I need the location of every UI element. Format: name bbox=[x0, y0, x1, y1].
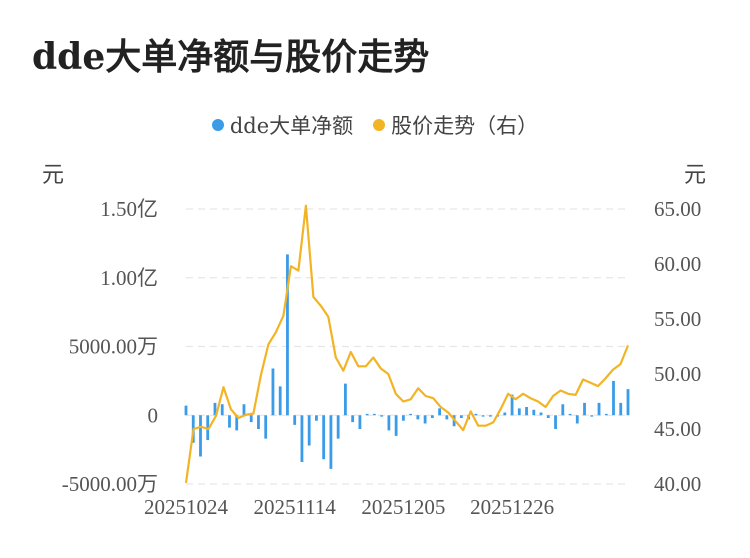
bar-dde[interactable] bbox=[554, 415, 557, 429]
bar-dde[interactable] bbox=[619, 402, 623, 416]
legend-label-price: 股价走势（右） bbox=[391, 114, 539, 138]
line-price[interactable] bbox=[184, 204, 630, 484]
bar-dde[interactable] bbox=[199, 415, 202, 457]
legend-label-dde: dde大单净额 bbox=[229, 114, 354, 138]
bar-dde[interactable] bbox=[264, 415, 268, 439]
bar-dde[interactable] bbox=[597, 402, 601, 416]
left-tick-label: 5000.00万 bbox=[69, 335, 158, 359]
bar-dde[interactable] bbox=[423, 415, 427, 424]
right-tick-label: 65.00 bbox=[654, 197, 701, 221]
bar-dde[interactable] bbox=[546, 415, 550, 418]
left-axis-unit: 元 bbox=[42, 163, 65, 188]
x-tick-label: 20251205 bbox=[361, 495, 445, 519]
legend-dot-line-icon bbox=[373, 119, 386, 131]
bar-dde[interactable] bbox=[583, 402, 586, 416]
bar-dde[interactable] bbox=[228, 415, 231, 428]
left-tick-label: 1.00亿 bbox=[100, 266, 158, 290]
legend-dot-bar-icon bbox=[211, 119, 224, 131]
bar-dde[interactable] bbox=[271, 368, 275, 416]
bar-dde[interactable] bbox=[293, 415, 297, 425]
bar-dde[interactable] bbox=[474, 413, 478, 416]
right-axis-unit: 元 bbox=[684, 163, 707, 188]
bar-dde[interactable] bbox=[257, 415, 260, 429]
x-tick-label: 20251024 bbox=[144, 495, 229, 519]
bar-dde[interactable] bbox=[532, 409, 536, 416]
bar-dde[interactable] bbox=[590, 415, 594, 417]
bar-dde[interactable] bbox=[365, 413, 369, 416]
bar-dde[interactable] bbox=[315, 415, 318, 421]
right-tick-label: 50.00 bbox=[654, 362, 701, 386]
bar-dde[interactable] bbox=[184, 405, 188, 416]
chart-title: dde大单净额与股价走势 bbox=[32, 36, 430, 78]
bar-dde[interactable] bbox=[213, 402, 217, 416]
bar-dde[interactable] bbox=[503, 412, 507, 416]
bar-dde[interactable] bbox=[612, 380, 615, 416]
bar-dde[interactable] bbox=[445, 415, 449, 420]
bar-dde[interactable] bbox=[235, 415, 239, 431]
bar-dde[interactable] bbox=[351, 415, 355, 423]
bar-dde[interactable] bbox=[561, 404, 565, 416]
bar-dde[interactable] bbox=[525, 407, 528, 416]
bar-dde[interactable] bbox=[344, 383, 347, 416]
bar-dde[interactable] bbox=[380, 415, 384, 417]
bar-dde[interactable] bbox=[286, 254, 289, 416]
bar-dde[interactable] bbox=[206, 415, 210, 440]
bar-dde[interactable] bbox=[488, 415, 492, 417]
legend-item-dde[interactable]: dde大单净额 bbox=[211, 110, 354, 140]
bar-dde[interactable] bbox=[278, 386, 282, 416]
x-tick-label: 20251226 bbox=[470, 495, 554, 519]
bar-dde[interactable] bbox=[510, 394, 514, 416]
right-tick-label: 40.00 bbox=[654, 472, 701, 496]
bar-dde[interactable] bbox=[242, 404, 246, 416]
bar-dde[interactable] bbox=[329, 415, 333, 469]
left-tick-label: -5000.00万 bbox=[62, 472, 158, 496]
bar-dde[interactable] bbox=[387, 415, 391, 431]
right-tick-label: 55.00 bbox=[654, 307, 701, 331]
bar-dde[interactable] bbox=[416, 415, 420, 420]
legend-item-price[interactable]: 股价走势（右） bbox=[373, 110, 538, 140]
bar-dde[interactable] bbox=[438, 408, 442, 416]
bar-dde[interactable] bbox=[568, 413, 572, 416]
bar-dde[interactable] bbox=[372, 413, 376, 416]
bar-dde[interactable] bbox=[220, 404, 224, 416]
bar-dde[interactable] bbox=[626, 389, 630, 416]
bar-dde[interactable] bbox=[459, 415, 463, 418]
bar-dde[interactable] bbox=[430, 415, 434, 418]
bar-dde[interactable] bbox=[575, 415, 579, 424]
bar-dde[interactable] bbox=[401, 415, 405, 421]
bar-dde[interactable] bbox=[358, 415, 362, 429]
left-tick-label: 0 bbox=[148, 403, 159, 427]
bar-dde[interactable] bbox=[249, 415, 253, 423]
bar-dde[interactable] bbox=[307, 415, 311, 446]
bar-dde[interactable] bbox=[517, 408, 521, 416]
right-tick-label: 45.00 bbox=[654, 417, 701, 441]
x-tick-label: 20251114 bbox=[253, 495, 336, 519]
left-tick-label: 1.50亿 bbox=[100, 197, 158, 221]
bar-dde[interactable] bbox=[300, 415, 304, 462]
bar-dde[interactable] bbox=[336, 415, 340, 439]
bar-dde[interactable] bbox=[322, 415, 326, 460]
right-tick-label: 60.00 bbox=[654, 252, 701, 276]
bar-dde[interactable] bbox=[409, 413, 413, 416]
chart-legend: dde大单净额 股价走势（右） bbox=[0, 110, 750, 140]
bar-dde[interactable] bbox=[394, 415, 398, 436]
bar-dde[interactable] bbox=[481, 415, 485, 417]
bar-dde[interactable] bbox=[539, 412, 543, 416]
bar-dde[interactable] bbox=[604, 413, 608, 416]
